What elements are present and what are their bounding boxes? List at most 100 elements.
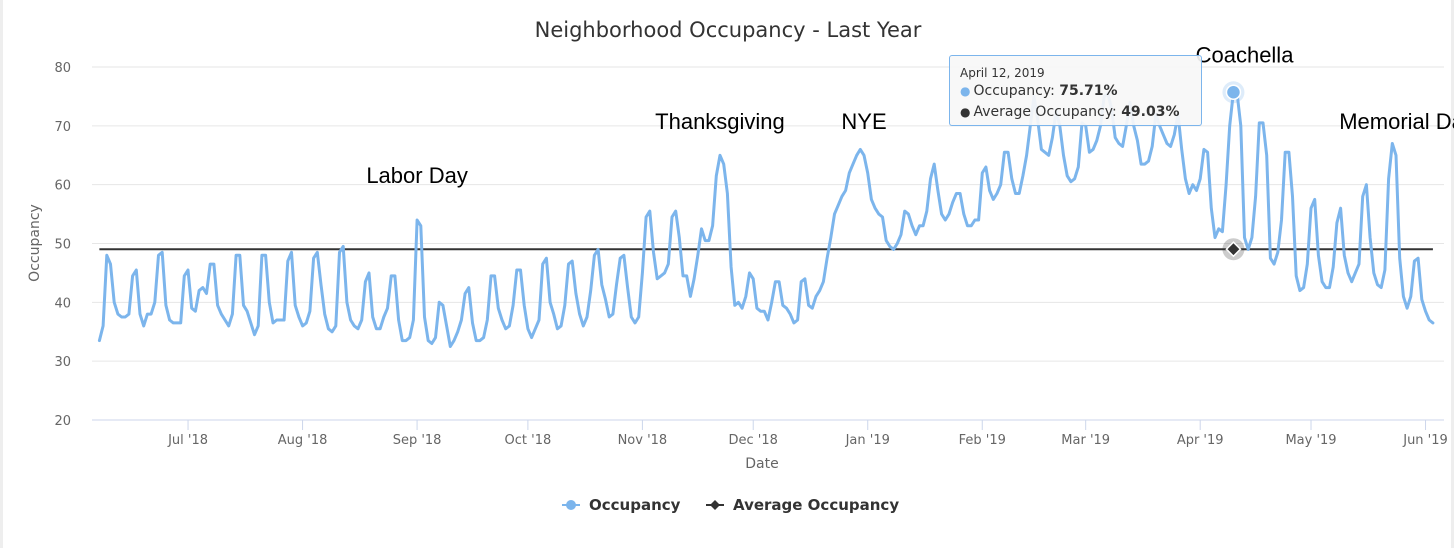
data-point-occupancy[interactable] <box>1047 154 1050 157</box>
data-point-occupancy[interactable] <box>172 321 175 324</box>
data-point-occupancy[interactable] <box>1306 263 1309 266</box>
data-point-occupancy[interactable] <box>604 298 607 301</box>
data-point-occupancy[interactable] <box>423 315 426 318</box>
data-point-occupancy[interactable] <box>1073 177 1076 180</box>
data-point-occupancy[interactable] <box>356 327 359 330</box>
data-point-occupancy[interactable] <box>445 324 448 327</box>
data-point-occupancy[interactable] <box>275 318 278 321</box>
data-point-occupancy[interactable] <box>918 224 921 227</box>
data-point-occupancy[interactable] <box>1213 236 1216 239</box>
data-point-occupancy[interactable] <box>297 315 300 318</box>
data-point-occupancy[interactable] <box>1014 192 1017 195</box>
data-point-occupancy[interactable] <box>530 336 533 339</box>
data-point-occupancy[interactable] <box>1088 151 1091 154</box>
data-point-occupancy[interactable] <box>408 336 411 339</box>
data-point-occupancy[interactable] <box>475 339 478 342</box>
data-point-occupancy[interactable] <box>759 310 762 313</box>
data-point-occupancy[interactable] <box>611 313 614 316</box>
data-point-occupancy[interactable] <box>253 333 256 336</box>
data-point-occupancy[interactable] <box>1309 207 1312 210</box>
data-point-occupancy[interactable] <box>811 307 814 310</box>
data-point-occupancy[interactable] <box>637 315 640 318</box>
data-point-occupancy[interactable] <box>929 177 932 180</box>
data-point-occupancy[interactable] <box>645 215 648 218</box>
data-point-occupancy[interactable] <box>1424 310 1427 313</box>
data-point-occupancy[interactable] <box>560 324 563 327</box>
data-point-occupancy[interactable] <box>1114 136 1117 139</box>
data-point-occupancy[interactable] <box>1298 289 1301 292</box>
data-point-occupancy[interactable] <box>183 274 186 277</box>
data-point-occupancy[interactable] <box>301 324 304 327</box>
data-point-occupancy[interactable] <box>238 254 241 257</box>
data-point-occupancy[interactable] <box>138 313 141 316</box>
data-point-occupancy[interactable] <box>283 318 286 321</box>
data-point-occupancy[interactable] <box>1018 192 1021 195</box>
data-point-occupancy[interactable] <box>1409 295 1412 298</box>
data-point-occupancy[interactable] <box>1184 177 1187 180</box>
data-point-occupancy[interactable] <box>146 313 149 316</box>
data-point-occupancy[interactable] <box>327 327 330 330</box>
data-point-occupancy[interactable] <box>1221 230 1224 233</box>
data-point-occupancy[interactable] <box>981 171 984 174</box>
data-point-occupancy[interactable] <box>508 324 511 327</box>
data-point-occupancy[interactable] <box>212 263 215 266</box>
legend-item-average-occupancy[interactable]: Average Occupancy <box>706 496 899 514</box>
data-point-occupancy[interactable] <box>567 263 570 266</box>
data-point-occupancy[interactable] <box>755 307 758 310</box>
data-point-occupancy[interactable] <box>1354 271 1357 274</box>
data-point-occupancy[interactable] <box>737 301 740 304</box>
data-point-occupancy[interactable] <box>1346 271 1349 274</box>
data-point-occupancy[interactable] <box>748 271 751 274</box>
data-point-occupancy[interactable] <box>704 239 707 242</box>
data-point-occupancy[interactable] <box>892 248 895 251</box>
data-point-occupancy[interactable] <box>157 254 160 257</box>
data-point-occupancy[interactable] <box>888 245 891 248</box>
data-point-occupancy[interactable] <box>1261 121 1264 124</box>
data-point-occupancy[interactable] <box>796 318 799 321</box>
data-point-occupancy[interactable] <box>944 218 947 221</box>
data-point-occupancy[interactable] <box>600 283 603 286</box>
data-point-occupancy[interactable] <box>1206 151 1209 154</box>
data-point-occupancy[interactable] <box>353 324 356 327</box>
data-point-occupancy[interactable] <box>124 315 127 318</box>
data-point-occupancy[interactable] <box>438 301 441 304</box>
data-point-occupancy[interactable] <box>235 254 238 257</box>
data-point-occupancy[interactable] <box>959 192 962 195</box>
data-point-occupancy[interactable] <box>1295 274 1298 277</box>
data-point-occupancy[interactable] <box>593 254 596 257</box>
data-point-occupancy[interactable] <box>1339 207 1342 210</box>
data-point-occupancy[interactable] <box>925 210 928 213</box>
data-point-occupancy[interactable] <box>1228 124 1231 127</box>
data-point-occupancy[interactable] <box>460 318 463 321</box>
data-point-occupancy[interactable] <box>434 336 437 339</box>
data-point-occupancy[interactable] <box>290 251 293 254</box>
data-point-occupancy[interactable] <box>619 257 622 260</box>
data-point-occupancy[interactable] <box>781 304 784 307</box>
data-point-occupancy[interactable] <box>1383 268 1386 271</box>
data-point-occupancy[interactable] <box>209 263 212 266</box>
data-point-occupancy[interactable] <box>1254 195 1257 198</box>
data-point-occupancy[interactable] <box>1269 257 1272 260</box>
data-point-occupancy[interactable] <box>1117 142 1120 145</box>
data-point-occupancy[interactable] <box>859 148 862 151</box>
data-point-occupancy[interactable] <box>633 321 636 324</box>
data-point-occupancy[interactable] <box>471 321 474 324</box>
data-point-occupancy[interactable] <box>752 277 755 280</box>
data-point-occupancy[interactable] <box>851 163 854 166</box>
data-point-occupancy[interactable] <box>1365 183 1368 186</box>
data-point-occupancy[interactable] <box>1147 160 1150 163</box>
data-point-occupancy[interactable] <box>194 310 197 313</box>
data-point-occupancy[interactable] <box>1291 195 1294 198</box>
data-point-occupancy[interactable] <box>1328 286 1331 289</box>
data-point-occupancy[interactable] <box>305 321 308 324</box>
data-point-occupancy[interactable] <box>1431 321 1434 324</box>
data-point-occupancy[interactable] <box>120 315 123 318</box>
data-point-occupancy[interactable] <box>1276 251 1279 254</box>
data-point-occupancy[interactable] <box>342 245 345 248</box>
data-point-occupancy[interactable] <box>1021 174 1024 177</box>
data-point-occupancy[interactable] <box>582 324 585 327</box>
data-point-occupancy[interactable] <box>911 224 914 227</box>
data-point-occupancy[interactable] <box>711 224 714 227</box>
data-point-occupancy[interactable] <box>1188 192 1191 195</box>
data-point-occupancy[interactable] <box>899 233 902 236</box>
